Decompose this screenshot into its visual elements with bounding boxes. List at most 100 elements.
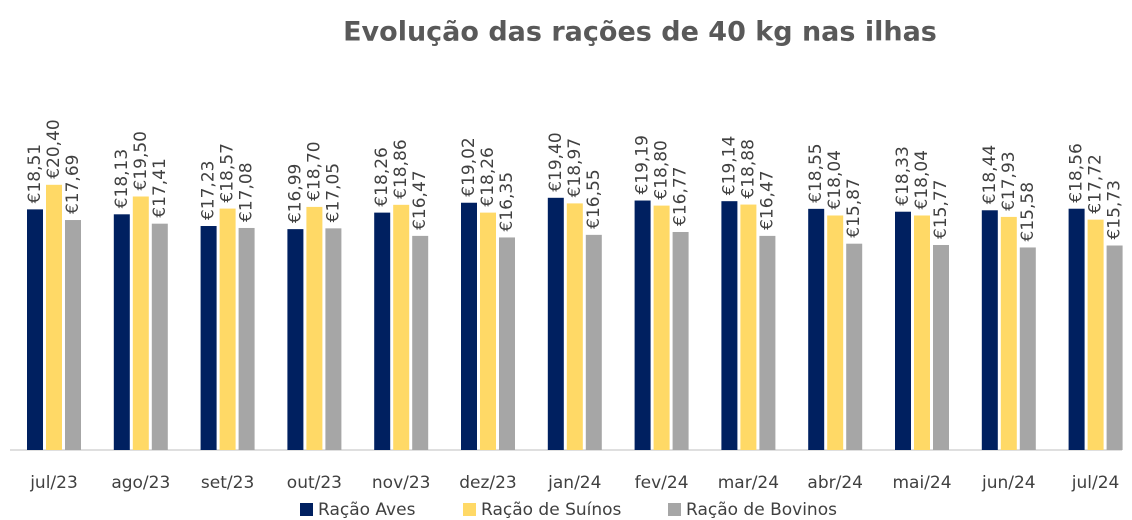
data-label: €19,14 [719,136,739,195]
data-label: €18,33 [893,146,913,205]
data-label: €15,58 [1018,182,1038,241]
data-label: €18,70 [304,141,324,200]
bar [306,206,323,450]
bar [566,203,583,450]
x-tick-label: abr/24 [807,473,863,493]
data-label: €16,47 [410,170,430,229]
data-label: €20,40 [44,119,64,178]
data-label: €18,13 [112,149,132,208]
data-label: €18,57 [218,143,238,202]
bar [461,202,477,450]
data-label: €18,86 [391,139,411,198]
bar [1000,216,1017,450]
data-label: €17,23 [199,161,219,220]
data-label: €18,26 [372,147,392,206]
bar [412,235,429,450]
bar [219,208,236,450]
bar [65,220,81,450]
x-tick-label: nov/23 [372,473,431,493]
legend-label: Ração de Bovinos [686,500,837,520]
data-label: €17,41 [150,158,170,217]
bar [914,215,930,450]
data-label: €18,56 [1067,143,1087,202]
bar [480,212,496,450]
bar [499,237,515,450]
data-label: €16,47 [757,170,777,229]
bar [200,226,217,450]
bar [374,212,391,450]
bar [672,231,689,450]
bar [740,204,757,450]
bar [238,227,255,450]
data-label: €18,51 [25,144,45,203]
bar [634,200,651,450]
bar [846,243,863,450]
data-label: €17,08 [237,162,257,221]
x-tick-label: jul/24 [1071,473,1120,493]
x-tick-label: fev/24 [635,473,689,493]
chart-title: Evolução das rações de 40 kg nas ilhas [343,17,937,48]
data-label: €18,55 [806,143,826,202]
bar [27,209,43,450]
x-tick-label: set/23 [201,473,254,493]
bar [1087,219,1104,450]
legend-swatch [463,503,476,516]
data-label: €16,77 [671,167,691,226]
data-label: €17,93 [999,151,1019,210]
data-label: €18,26 [478,147,498,206]
data-label: €18,97 [565,138,585,197]
bar [547,197,564,450]
bar [1106,245,1123,450]
bar [585,234,602,450]
bar [46,184,62,451]
bar [151,223,168,450]
data-label: €15,73 [1105,180,1125,239]
x-tick-label: mai/24 [892,473,951,493]
x-tick-label: jul/23 [29,473,78,493]
x-tick-label: ago/23 [111,473,170,493]
bar [759,235,776,450]
legend-label: Ração de Suínos [481,500,622,520]
data-label: €18,44 [980,145,1000,204]
bar [113,214,130,450]
bar [287,229,304,450]
bar [132,196,149,450]
data-label: €18,04 [912,150,932,209]
x-tick-label: out/23 [287,473,342,493]
data-label: €17,69 [63,155,83,214]
bar [895,211,911,450]
data-label: €17,72 [1086,154,1106,213]
x-tick-label: jan/24 [547,473,601,493]
bar [827,215,844,450]
legend-swatch [668,503,681,516]
data-label: €16,55 [584,169,604,228]
bar [981,210,998,450]
bar [721,201,738,450]
bar [653,205,670,450]
bar [393,204,410,450]
bar [1068,208,1085,450]
bar [933,244,949,450]
x-tick-label: mar/24 [718,473,779,493]
data-label: €19,19 [633,135,653,194]
bar [325,228,342,450]
data-label: €19,02 [459,137,479,196]
data-label: €18,04 [825,150,845,209]
data-label: €16,99 [285,164,305,223]
data-label: €16,35 [497,172,517,231]
legend-swatch [300,503,313,516]
x-tick-label: dez/23 [459,473,517,493]
x-tick-label: jun/24 [981,473,1036,493]
data-label: €15,77 [931,180,951,239]
data-label: €17,05 [323,163,343,222]
data-label: €18,80 [652,140,672,199]
data-label: €18,88 [738,139,758,198]
legend-label: Ração Aves [318,500,416,520]
data-label: €19,50 [131,131,151,190]
data-label: €19,40 [546,132,566,191]
bar [1019,247,1036,450]
data-label: €15,87 [844,178,864,237]
bar [808,208,825,450]
